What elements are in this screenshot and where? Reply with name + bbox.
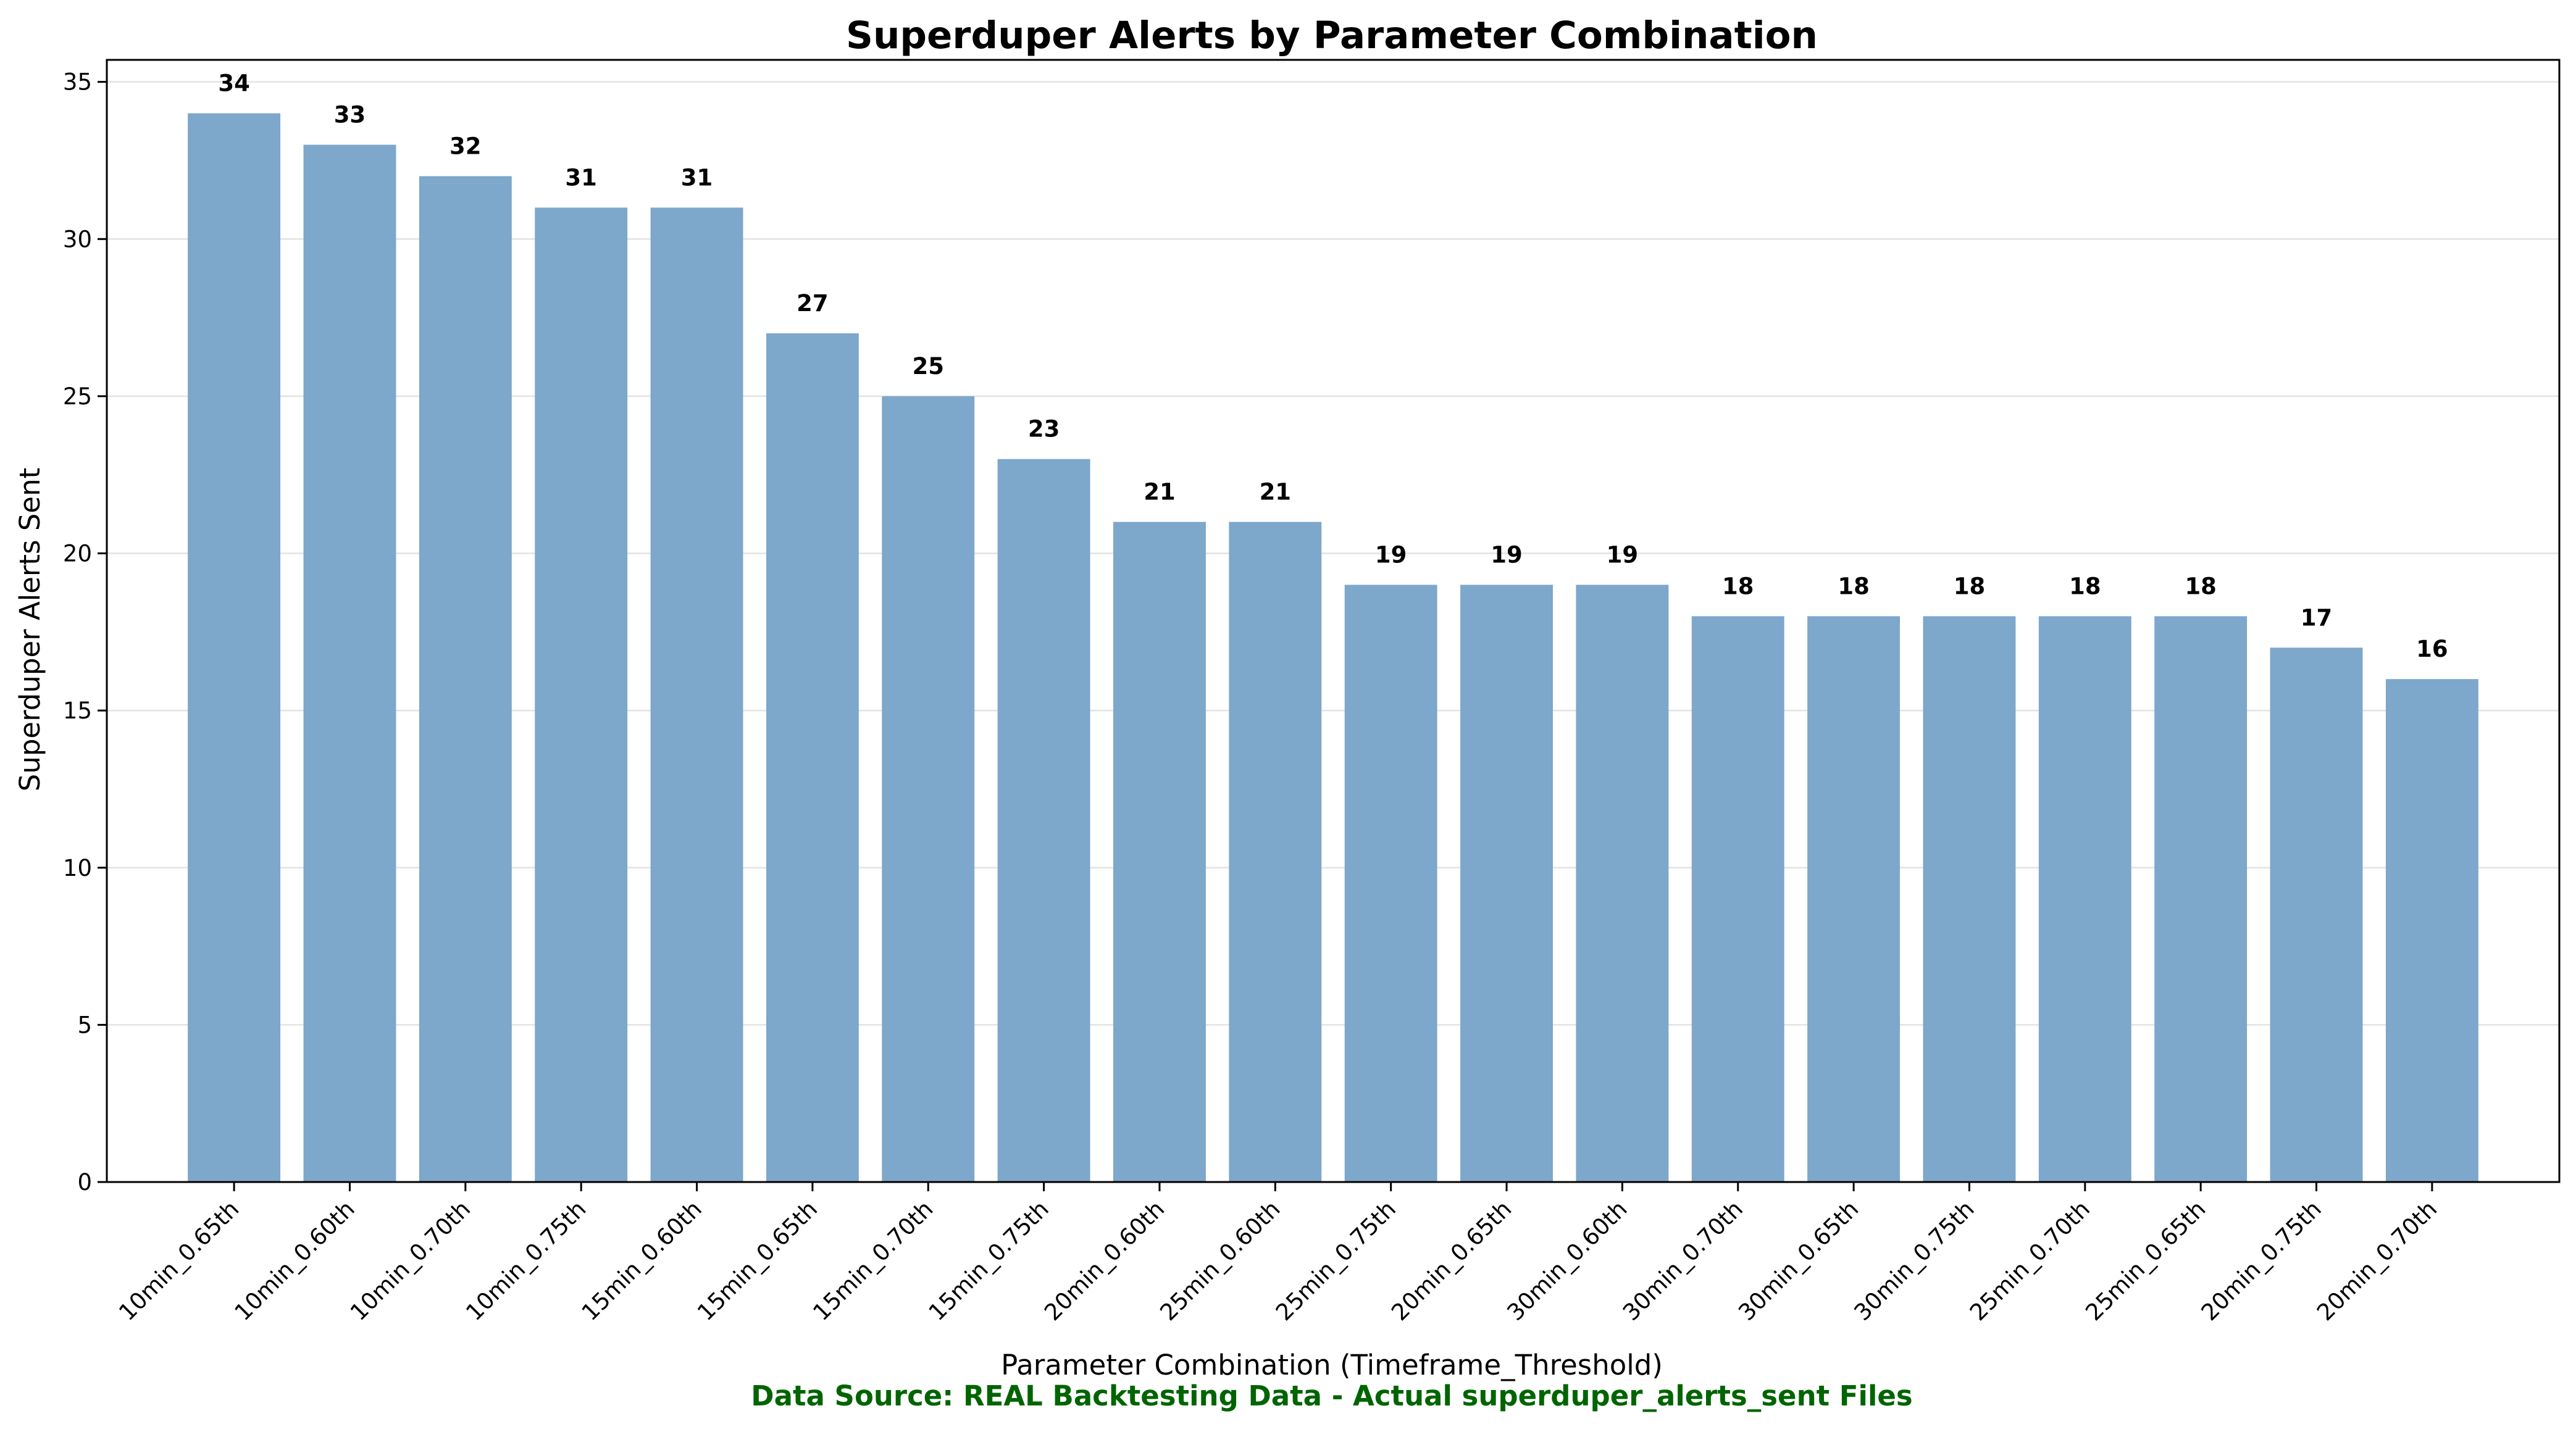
data-label: 19 — [1491, 541, 1523, 568]
data-label: 23 — [1028, 416, 1060, 443]
data-label: 21 — [1144, 479, 1176, 506]
x-tick-label: 20min_0.60th — [1039, 1196, 1169, 1326]
x-tick-label: 25min_0.75th — [1271, 1196, 1401, 1326]
bar — [1923, 616, 2016, 1182]
chart-title: Superduper Alerts by Parameter Combinati… — [846, 14, 1818, 57]
y-tick-label: 5 — [77, 1012, 92, 1038]
x-tick-label: 25min_0.65th — [2080, 1196, 2210, 1326]
bar — [2385, 679, 2478, 1182]
x-axis: 10min_0.65th10min_0.60th10min_0.70th10mi… — [114, 1182, 2442, 1326]
data-label: 17 — [2301, 604, 2333, 631]
x-tick-label: 20min_0.70th — [2312, 1196, 2442, 1326]
bar — [188, 113, 281, 1183]
data-label: 27 — [797, 290, 829, 317]
data-label: 33 — [334, 101, 366, 128]
x-tick-label: 30min_0.75th — [1849, 1196, 1980, 1326]
bar — [1576, 585, 1669, 1182]
bar — [1344, 585, 1437, 1182]
x-tick-label: 15min_0.70th — [808, 1196, 938, 1326]
data-label: 25 — [912, 353, 944, 380]
x-tick-label: 20min_0.65th — [1386, 1196, 1516, 1326]
data-label: 31 — [681, 164, 713, 191]
bar — [2270, 647, 2363, 1182]
bar — [1229, 522, 1322, 1182]
data-label: 18 — [2185, 573, 2217, 599]
x-tick-label: 15min_0.60th — [577, 1196, 707, 1326]
bar — [997, 459, 1090, 1182]
y-tick-label: 20 — [63, 541, 92, 567]
data-label: 18 — [1954, 573, 1986, 599]
data-source-note: Data Source: REAL Backtesting Data - Act… — [751, 1380, 1912, 1412]
x-tick-label: 25min_0.70th — [1965, 1196, 2095, 1326]
y-axis: 0 5 10 15 20 25 30 35 — [63, 69, 107, 1196]
bar — [535, 207, 628, 1183]
data-label: 21 — [1260, 479, 1292, 506]
y-axis-label: Superduper Alerts Sent — [14, 468, 46, 791]
data-label: 19 — [1375, 541, 1407, 568]
plot-frame — [106, 59, 2561, 1183]
bar — [766, 333, 859, 1182]
y-tick-label: 30 — [63, 226, 92, 252]
data-label: 16 — [2416, 636, 2448, 662]
data-label: 32 — [450, 133, 482, 159]
bar — [650, 207, 743, 1183]
data-label: 19 — [1607, 541, 1639, 568]
bar — [1113, 522, 1206, 1182]
x-tick-label: 15min_0.65th — [692, 1196, 822, 1326]
x-tick-label: 20min_0.75th — [2196, 1196, 2327, 1326]
data-label: 18 — [1838, 573, 1870, 599]
bar — [1460, 585, 1553, 1182]
x-axis-label: Parameter Combination (Timeframe_Thresho… — [1001, 1349, 1663, 1381]
bar — [1807, 616, 1901, 1182]
x-tick-label: 25min_0.60th — [1155, 1196, 1285, 1326]
data-label: 18 — [2069, 573, 2101, 599]
bar — [419, 176, 512, 1182]
y-tick-label: 25 — [63, 383, 92, 410]
x-tick-label: 10min_0.60th — [230, 1196, 360, 1326]
y-tick-label: 10 — [63, 855, 92, 881]
data-labels: 34 33 32 31 31 27 25 23 21 21 19 19 19 18 18 18 18 18 17 16 — [218, 70, 2448, 663]
x-tick-label: 30min_0.70th — [1618, 1196, 1748, 1326]
x-tick-label: 10min_0.65th — [114, 1196, 244, 1326]
bar — [303, 144, 396, 1182]
bar — [1691, 616, 1784, 1182]
bar — [882, 396, 975, 1182]
x-tick-label: 10min_0.70th — [345, 1196, 475, 1326]
x-tick-label: 10min_0.75th — [461, 1196, 591, 1326]
x-tick-label: 15min_0.75th — [924, 1196, 1054, 1326]
bar — [2038, 616, 2131, 1182]
data-label: 31 — [565, 164, 597, 191]
y-grid — [107, 81, 2559, 1026]
data-label: 34 — [218, 70, 250, 97]
x-tick-label: 30min_0.60th — [1502, 1196, 1633, 1326]
y-tick-label: 35 — [63, 69, 92, 96]
y-tick-label: 0 — [77, 1169, 92, 1196]
bars — [188, 113, 2478, 1183]
bar — [2154, 616, 2248, 1182]
y-tick-label: 15 — [63, 697, 92, 724]
x-tick-label: 30min_0.65th — [1733, 1196, 1863, 1326]
data-label: 18 — [1722, 573, 1754, 599]
